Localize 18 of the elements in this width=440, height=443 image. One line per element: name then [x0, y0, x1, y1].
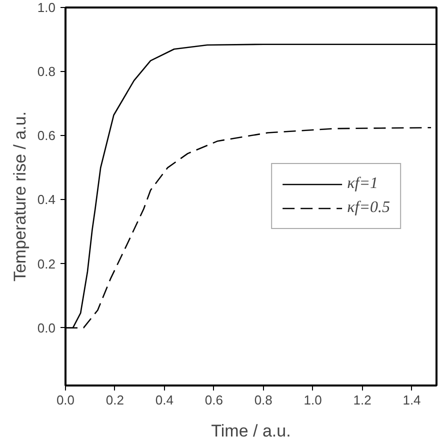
x-tick-label: 0.6: [204, 392, 223, 408]
legend-label: κf=0.5: [347, 199, 390, 217]
y-tick-label: 0.0: [37, 320, 56, 336]
y-tick-label: 0.2: [37, 256, 56, 272]
y-tick-label: 0.8: [37, 64, 56, 80]
legend-label: κf=1: [347, 175, 378, 193]
x-tick-label: 0.2: [106, 392, 124, 408]
x-tick-label: 1.4: [402, 392, 421, 408]
y-tick-label: 0.6: [37, 128, 56, 144]
y-tick-label: 0.4: [37, 192, 56, 208]
x-tick-label: 1.2: [353, 392, 372, 408]
x-tick-label: 0.0: [56, 392, 75, 408]
y-axis-title: Temperature rise / a.u.: [10, 111, 30, 282]
x-tick-label: 0.8: [254, 392, 272, 408]
x-axis-title: Time / a.u.: [211, 422, 291, 440]
x-tick-label: 1.0: [304, 392, 322, 408]
x-tick-label: 0.4: [155, 392, 174, 408]
y-tick-label: 1.0: [37, 0, 56, 15]
